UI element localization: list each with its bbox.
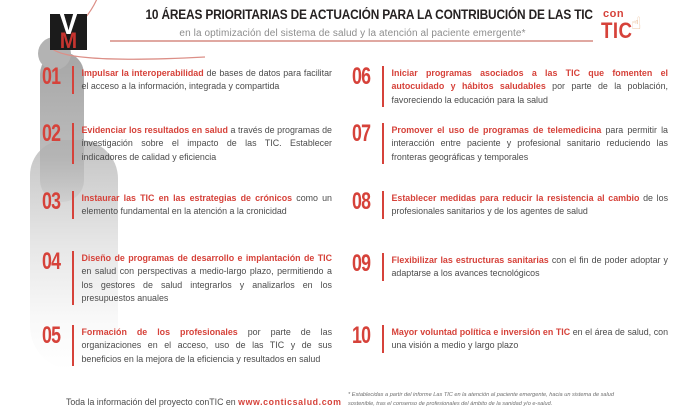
priority-item-07: 07 Promover el uso de programas de telem… bbox=[352, 120, 669, 165]
item-rest: a través de programas de investigación s… bbox=[81, 125, 333, 162]
priority-item-06: 06 Iniciar programas asociados a las TIC… bbox=[352, 63, 669, 108]
item-text: Establecer medidas para reducir la resis… bbox=[392, 191, 669, 219]
item-rest: con el fin de poder adoptar y adaptarse … bbox=[391, 255, 669, 279]
page-subtitle: en la optimización del sistema de salud … bbox=[179, 28, 526, 39]
pointing-hand-icon: ☝ bbox=[631, 14, 642, 34]
priority-item-03: 03 Instaurar las TIC en las estrategias … bbox=[42, 188, 333, 219]
publisher-logo: V M bbox=[50, 10, 87, 53]
item-number: 07 bbox=[352, 120, 371, 147]
priority-item-02: 02 Evidenciar los resultados en salud a … bbox=[42, 120, 333, 165]
item-divider bbox=[382, 191, 384, 219]
logo-letter-v: V bbox=[59, 8, 78, 41]
footer-info-text: Toda la información del proyecto conTIC … bbox=[66, 397, 239, 407]
priority-item-09: 09 Flexibilizar las estructuras sanitari… bbox=[352, 250, 669, 281]
contic-logo-con: con bbox=[603, 8, 625, 20]
item-divider bbox=[72, 123, 74, 165]
item-rest: como un elemento fundamental en la atenc… bbox=[81, 193, 333, 217]
item-lead: Diseño de programas de desarrollo e impl… bbox=[81, 253, 333, 263]
footer-info: Toda la información del proyecto conTIC … bbox=[66, 397, 342, 407]
item-text: Diseño de programas de desarrollo e impl… bbox=[82, 251, 333, 305]
item-lead: Promover el uso de programas de telemedi… bbox=[391, 125, 602, 135]
item-rest: de bases de datos para facilitar el acce… bbox=[81, 68, 333, 92]
item-divider bbox=[72, 191, 74, 219]
item-number: 06 bbox=[352, 63, 371, 90]
item-rest: por parte de las organizaciones en el ac… bbox=[81, 327, 333, 364]
item-rest: por parte de la población, favoreciendo … bbox=[391, 81, 669, 105]
item-number: 10 bbox=[352, 322, 371, 349]
page-title: 10 ÁREAS PRIORITARIAS DE ACTUACIÓN PARA … bbox=[145, 7, 593, 22]
item-divider bbox=[72, 325, 74, 367]
item-divider bbox=[72, 66, 74, 94]
item-divider bbox=[382, 253, 384, 281]
item-number: 05 bbox=[42, 322, 61, 349]
priority-item-10: 10 Mayor voluntad política e inversión e… bbox=[352, 322, 669, 353]
header: 10 ÁREAS PRIORITARIAS DE ACTUACIÓN PARA … bbox=[115, 6, 593, 39]
item-rest: en salud con perspectivas a medio-largo … bbox=[81, 266, 333, 304]
item-number: 04 bbox=[42, 248, 61, 275]
website-link[interactable]: www.conticsalud.com bbox=[238, 397, 342, 407]
footnote: * Establecidas a partir del informe Las … bbox=[348, 392, 614, 408]
item-rest: en el área de salud, con una visión a me… bbox=[391, 327, 669, 351]
item-text: Iniciar programas asociados a las TIC qu… bbox=[392, 66, 669, 107]
item-lead: Establecer medidas para reducir la resis… bbox=[391, 193, 640, 203]
priority-item-08: 08 Establecer medidas para reducir la re… bbox=[352, 188, 669, 219]
item-text: Formación de los profesionales por parte… bbox=[82, 325, 333, 366]
priority-item-04: 04 Diseño de programas de desarrollo e i… bbox=[42, 248, 333, 306]
item-number: 09 bbox=[352, 250, 371, 277]
item-text: Promover el uso de programas de telemedi… bbox=[392, 123, 669, 164]
item-number: 08 bbox=[352, 188, 371, 215]
item-lead: Instaurar las TIC en las estrategias de … bbox=[81, 193, 293, 203]
item-divider bbox=[382, 66, 384, 108]
item-rest: de los profesionales sanitarios y de los… bbox=[391, 193, 669, 217]
item-lead: Evidenciar los resultados en salud bbox=[81, 125, 228, 135]
priority-item-05: 05 Formación de los profesionales por pa… bbox=[42, 322, 333, 367]
item-text: Flexibilizar las estructuras sanitarias … bbox=[392, 253, 669, 281]
contic-logo: con TIC ☝ bbox=[601, 9, 671, 42]
watermark-hand-palm bbox=[30, 140, 118, 370]
item-text: Impulsar la interoperabilidad de bases d… bbox=[82, 66, 333, 94]
item-lead: Formación de los profesionales bbox=[81, 327, 238, 337]
contic-logo-tic: TIC bbox=[601, 18, 633, 43]
item-number: 01 bbox=[42, 63, 61, 90]
item-number: 02 bbox=[42, 120, 61, 147]
item-divider bbox=[382, 325, 384, 353]
priority-item-01: 01 Impulsar la interoperabilidad de base… bbox=[42, 63, 333, 94]
item-divider bbox=[72, 251, 74, 306]
item-rest: para permitir la interacción entre pacie… bbox=[391, 125, 669, 162]
logo-letter-m: M bbox=[59, 28, 78, 53]
item-number: 03 bbox=[42, 188, 61, 215]
item-text: Evidenciar los resultados en salud a tra… bbox=[82, 123, 333, 164]
item-lead: Impulsar la interoperabilidad bbox=[81, 68, 204, 78]
header-divider-line bbox=[110, 40, 593, 42]
item-lead: Mayor voluntad política e inversión en T… bbox=[391, 327, 571, 337]
item-text: Mayor voluntad política e inversión en T… bbox=[392, 325, 669, 353]
item-lead: Flexibilizar las estructuras sanitarias bbox=[391, 255, 549, 265]
item-divider bbox=[382, 123, 384, 165]
item-text: Instaurar las TIC en las estrategias de … bbox=[82, 191, 333, 219]
item-lead: Iniciar programas asociados a las TIC qu… bbox=[391, 68, 669, 92]
